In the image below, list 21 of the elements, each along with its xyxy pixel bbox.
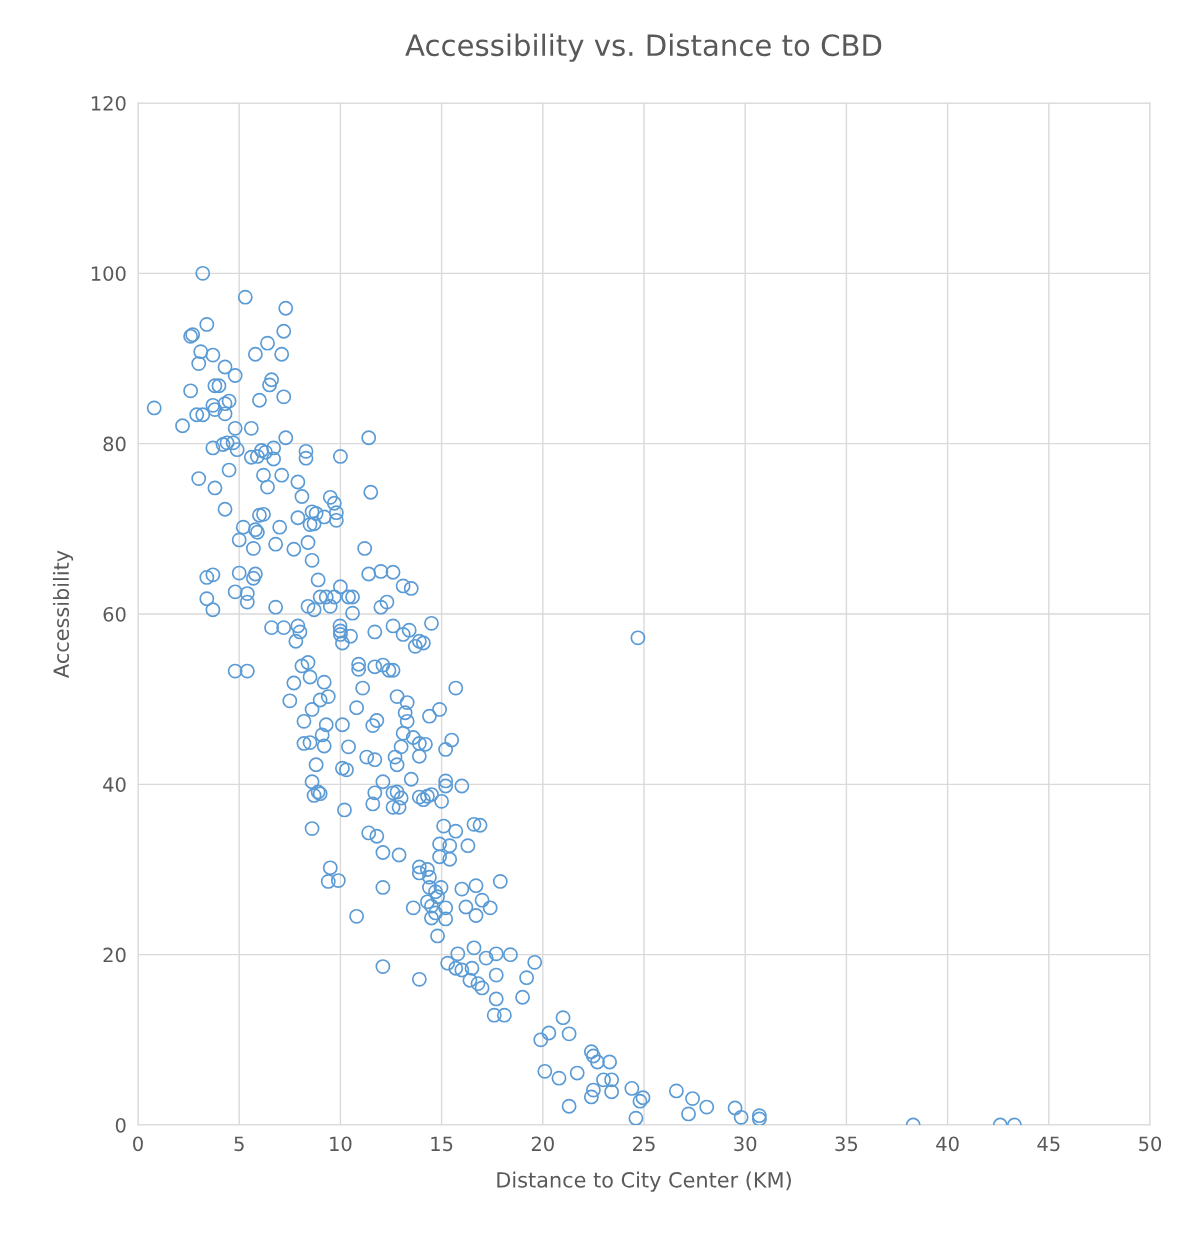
x-tick-label: 45 xyxy=(1037,1136,1060,1152)
y-tick-label: 80 xyxy=(103,436,126,452)
y-tick-label: 100 xyxy=(91,266,126,281)
y-axis-title: Accessibility xyxy=(52,550,74,678)
x-tick-label: 10 xyxy=(330,1136,352,1152)
x-axis-title: Distance to City Center (KM) xyxy=(497,1171,791,1192)
x-tick-label: 50 xyxy=(1139,1136,1162,1152)
x-tick-label: 30 xyxy=(734,1136,757,1152)
x-tick-label: 40 xyxy=(936,1136,959,1152)
x-tick-label: 5 xyxy=(234,1136,244,1152)
x-tick-label: 15 xyxy=(431,1136,453,1152)
y-tick-label: 20 xyxy=(103,947,126,963)
x-tick-label: 25 xyxy=(633,1136,655,1152)
y-tick-label: 40 xyxy=(103,777,126,792)
y-tick-label: 120 xyxy=(91,95,126,111)
chart-title: Accessibility vs. Distance to CBD xyxy=(405,33,882,62)
x-tick-label: 0 xyxy=(133,1136,143,1152)
x-tick-label: 20 xyxy=(531,1136,554,1152)
y-tick-label: 0 xyxy=(115,1117,126,1133)
y-tick-label: 60 xyxy=(103,606,126,622)
x-tick-label: 35 xyxy=(835,1136,858,1152)
